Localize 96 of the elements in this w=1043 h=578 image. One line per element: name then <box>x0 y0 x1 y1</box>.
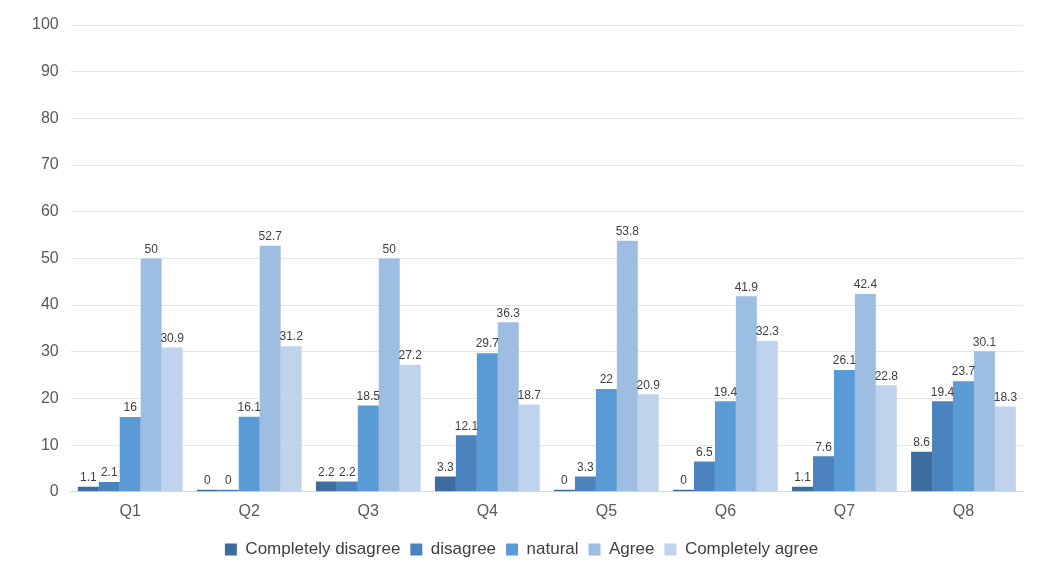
bar <box>911 451 933 492</box>
data-label: 29.7 <box>475 336 500 351</box>
bar <box>98 482 120 492</box>
data-label: 41.9 <box>734 279 759 294</box>
y-tick-label: 100 <box>31 15 59 33</box>
bar <box>994 406 1016 492</box>
y-tick-label: 20 <box>40 388 59 406</box>
data-label: 32.3 <box>755 324 780 339</box>
data-label: 2.2 <box>339 464 356 479</box>
bar <box>119 417 141 492</box>
data-label: 7.6 <box>815 439 833 454</box>
bar <box>595 389 617 492</box>
y-tick-label: 0 <box>49 482 59 500</box>
data-label: 0 <box>224 473 232 488</box>
y-tick-label: 60 <box>40 202 59 220</box>
data-label: 18.5 <box>356 388 381 403</box>
bar <box>357 405 379 492</box>
data-label: 1.1 <box>79 469 97 484</box>
bar <box>280 346 302 492</box>
bar <box>399 364 421 492</box>
bar <box>953 381 974 492</box>
x-tick-label: Q8 <box>952 501 975 519</box>
x-tick-label: Q4 <box>476 501 499 519</box>
data-label: 8.6 <box>913 434 931 449</box>
data-label: 16 <box>123 400 138 415</box>
x-tick-label: Q2 <box>238 501 261 519</box>
bar <box>476 353 498 492</box>
x-tick-label: Q1 <box>119 501 141 519</box>
y-tick-label: 80 <box>40 108 59 126</box>
data-label: 50 <box>144 241 159 256</box>
data-label: 6.5 <box>696 444 714 459</box>
data-label: 22.8 <box>874 368 899 383</box>
bar <box>714 401 736 492</box>
legend-label: natural <box>526 539 579 559</box>
bar <box>756 341 778 492</box>
bar <box>693 461 715 492</box>
legend-label: Completely agree <box>684 539 819 559</box>
data-label: 0 <box>561 473 569 488</box>
bar <box>238 416 260 492</box>
y-tick-label: 30 <box>40 342 59 360</box>
y-tick-label: 40 <box>40 295 59 313</box>
bar <box>637 394 659 492</box>
x-tick-label: Q3 <box>357 501 380 519</box>
bar <box>434 476 456 492</box>
data-label: 36.3 <box>496 305 521 320</box>
y-tick-label: 70 <box>40 155 59 173</box>
bar <box>259 245 281 492</box>
data-label: 30.9 <box>160 330 185 345</box>
bar <box>735 296 757 492</box>
data-label: 2.2 <box>318 464 336 479</box>
bar <box>932 401 954 492</box>
bar <box>574 476 596 492</box>
bar <box>161 347 183 492</box>
data-label: 18.7 <box>517 387 542 402</box>
bar <box>875 385 897 492</box>
x-tick-label: Q6 <box>714 501 737 519</box>
legend-label: Agree <box>609 539 655 559</box>
data-label: 20.9 <box>636 377 661 392</box>
bar <box>973 351 995 492</box>
bar <box>813 456 834 492</box>
legend-label: Completely disagree <box>245 539 401 559</box>
data-label: 2.1 <box>100 465 118 480</box>
data-label: 23.7 <box>951 364 976 379</box>
legend-label: disagree <box>430 539 497 559</box>
data-label: 53.8 <box>615 223 640 238</box>
bar <box>336 481 358 492</box>
data-label: 1.1 <box>794 469 812 484</box>
data-label: 22 <box>599 372 614 387</box>
data-label: 31.2 <box>279 329 304 344</box>
x-tick-label: Q5 <box>595 501 618 519</box>
y-tick-label: 10 <box>40 435 59 453</box>
bar <box>315 481 337 492</box>
bar <box>854 293 876 492</box>
x-tick-label: Q7 <box>833 501 856 519</box>
bar <box>455 435 477 492</box>
data-label: 3.3 <box>577 459 595 474</box>
data-label: 52.7 <box>258 229 283 244</box>
bar <box>518 404 540 492</box>
data-label: 3.3 <box>437 459 455 474</box>
y-tick-label: 50 <box>40 248 59 266</box>
data-label: 30.1 <box>972 334 997 349</box>
data-label: 18.3 <box>993 389 1018 404</box>
bar <box>497 322 519 492</box>
data-label: 16.1 <box>237 399 262 414</box>
data-label: 26.1 <box>832 353 857 368</box>
bar <box>616 240 638 492</box>
bar <box>140 258 162 492</box>
bar <box>378 258 400 492</box>
bar <box>833 369 855 492</box>
data-label: 27.2 <box>398 348 423 363</box>
data-label: 0 <box>680 473 688 488</box>
data-label: 0 <box>204 473 212 488</box>
data-label: 42.4 <box>853 277 878 292</box>
y-tick-label: 90 <box>40 62 59 80</box>
data-label: 19.4 <box>713 384 738 399</box>
data-label: 50 <box>382 241 397 256</box>
